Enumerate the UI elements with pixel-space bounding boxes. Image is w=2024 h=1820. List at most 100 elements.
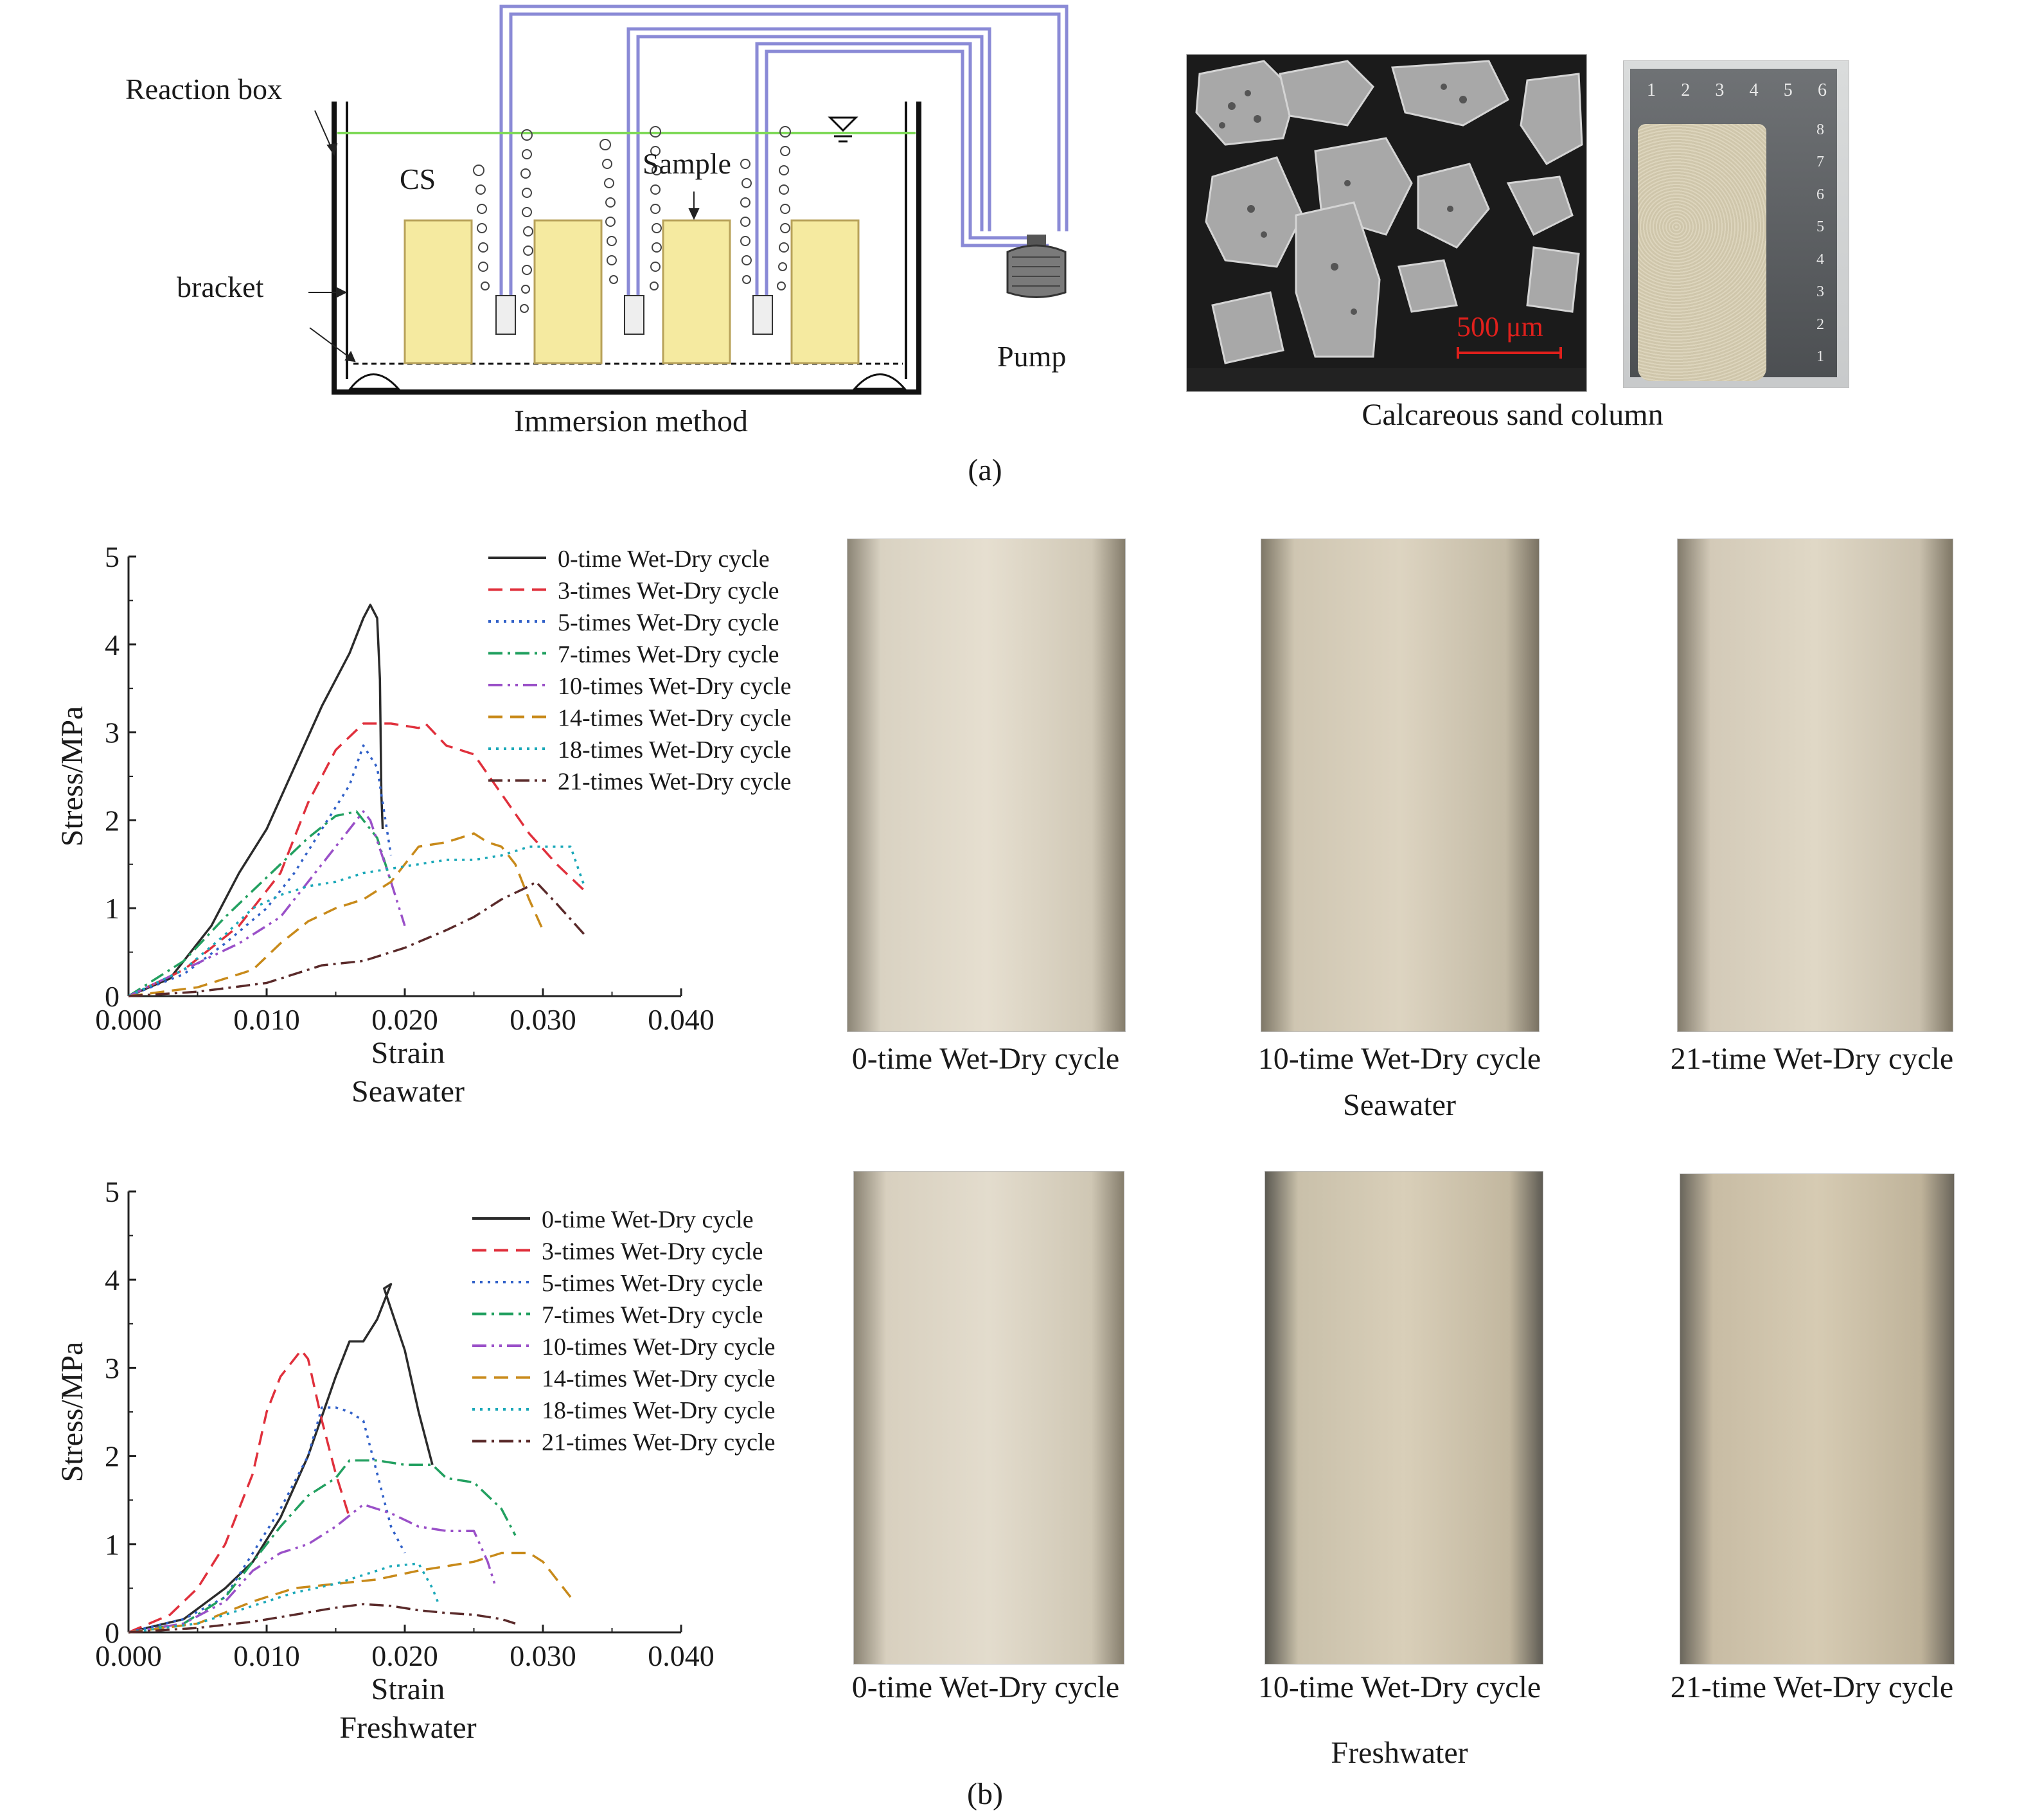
specimen-photo-sea-0 (847, 539, 1126, 1032)
x-tick-label: 0.040 (648, 1639, 715, 1672)
ruler-side-tick: 1 (1816, 348, 1824, 365)
ruler-side-tick: 4 (1816, 251, 1824, 268)
series-line (128, 603, 384, 997)
pump (1006, 235, 1067, 298)
bracket-label: bracket (177, 271, 264, 303)
column-caption: Calcareous sand column (1362, 398, 1664, 432)
series-line (128, 1406, 406, 1634)
x-axis-label: Strain (371, 1672, 445, 1706)
ruler-side-tick: 7 (1816, 154, 1824, 171)
sample-label: Sample (643, 147, 731, 180)
specimen-photo-fresh-0 (853, 1171, 1124, 1664)
air-diffusers (495, 295, 773, 335)
ruler-side-numbers: 8 7 6 5 4 3 2 1 (1816, 121, 1836, 366)
label-arrows (308, 110, 700, 362)
x-tick-label: 0.040 (648, 1003, 715, 1036)
series-line (128, 1349, 351, 1634)
reaction-box (332, 102, 921, 395)
series-line (128, 1459, 517, 1634)
legend-entry: 10-times Wet-Dry cycle (558, 673, 791, 700)
column-ruler-photo: 1 2 3 4 5 6 8 7 6 5 4 3 2 1 (1623, 60, 1849, 388)
sand-columns (404, 219, 860, 364)
panel-b-label: (b) (967, 1777, 1003, 1811)
specimen-photo-fresh-21 (1680, 1173, 1955, 1664)
ruler-side-tick: 6 (1816, 186, 1824, 203)
legend-entry: 0-time Wet-Dry cycle (558, 546, 770, 573)
ruler-side-tick: 3 (1816, 283, 1824, 301)
y-tick-label: 5 (105, 1175, 120, 1208)
legend-entry: 5-times Wet-Dry cycle (542, 1270, 763, 1297)
series-line (128, 845, 586, 997)
legend-entry: 21-times Wet-Dry cycle (558, 769, 791, 796)
air-tubes (499, 4, 1069, 302)
series-line (128, 1283, 434, 1634)
x-tick-label: 0.010 (233, 1639, 300, 1672)
photo-caption-fresh-0: 0-time Wet-Dry cycle (851, 1670, 1120, 1704)
specimen-photo-sea-10 (1261, 539, 1540, 1032)
x-tick-label: 0.030 (510, 1639, 576, 1672)
pump-label: Pump (997, 340, 1067, 373)
y-tick-label: 5 (105, 540, 120, 573)
chart-caption: Freshwater (339, 1711, 476, 1745)
cs-label: CS (400, 163, 436, 195)
y-tick-label: 1 (105, 1528, 120, 1561)
photo-caption-sea-10: 10-time Wet-Dry cycle (1257, 1042, 1541, 1076)
series-line (128, 1603, 516, 1634)
legend-entry: 3-times Wet-Dry cycle (558, 578, 779, 605)
ruler-tick: 5 (1783, 80, 1793, 100)
x-tick-label: 0.000 (95, 1639, 162, 1672)
y-axis-label: Stress/MPa (55, 706, 89, 847)
photo-caption-fresh-21: 21-time Wet-Dry cycle (1670, 1670, 1954, 1704)
ruler-side-tick: 8 (1816, 121, 1824, 138)
series-line (128, 832, 544, 997)
ruler-side-tick: 2 (1816, 316, 1824, 333)
sem-image: 500 μm (1186, 54, 1587, 392)
legend-entry: 18-times Wet-Dry cycle (542, 1397, 775, 1424)
photo-caption-fresh-10: 10-time Wet-Dry cycle (1257, 1670, 1541, 1704)
immersion-schematic (308, 4, 1069, 395)
y-tick-label: 0 (105, 980, 120, 1013)
legend-entry: 21-times Wet-Dry cycle (542, 1429, 775, 1456)
series-line (128, 722, 585, 997)
photo-caption-sea-21: 21-time Wet-Dry cycle (1670, 1042, 1954, 1076)
photo-caption-sea-0: 0-time Wet-Dry cycle (851, 1042, 1120, 1076)
legend-entry: 7-times Wet-Dry cycle (558, 641, 779, 668)
schematic-caption: Immersion method (514, 404, 748, 438)
water-level-symbol (828, 116, 858, 143)
x-tick-label: 0.030 (510, 1003, 576, 1036)
series-line (128, 880, 585, 997)
ruler-tick: 1 (1647, 80, 1656, 100)
legend-entry: 7-times Wet-Dry cycle (542, 1302, 763, 1329)
seawater-photo-caption: Seawater (1343, 1088, 1456, 1122)
y-axis-label: Stress/MPa (55, 1342, 89, 1483)
series-line (128, 744, 393, 997)
legend-entry: 5-times Wet-Dry cycle (558, 609, 779, 636)
ruler-tick: 2 (1681, 80, 1691, 100)
ruler-tick: 3 (1715, 80, 1725, 100)
chart-caption: Seawater (351, 1075, 465, 1109)
x-tick-label: 0.010 (233, 1003, 300, 1036)
bracket-supports (348, 373, 907, 390)
y-tick-label: 3 (105, 717, 120, 749)
sem-scale-bar-label: 500 μm (1457, 311, 1543, 343)
freshwater-photo-caption: Freshwater (1331, 1736, 1468, 1770)
legend-entry: 3-times Wet-Dry cycle (542, 1238, 763, 1265)
specimen-photo-fresh-10 (1265, 1171, 1543, 1664)
y-tick-label: 4 (105, 1263, 120, 1296)
series-line (128, 1551, 572, 1634)
x-tick-label: 0.020 (371, 1639, 438, 1672)
legend-entry: 0-time Wet-Dry cycle (542, 1206, 754, 1233)
sand-column-specimen (1638, 124, 1766, 381)
legend-entry: 14-times Wet-Dry cycle (558, 705, 791, 732)
reaction-box-label: Reaction box (125, 73, 282, 105)
legend-entry: 18-times Wet-Dry cycle (558, 736, 791, 763)
y-tick-label: 2 (105, 1440, 120, 1473)
ruler-tick: 4 (1749, 80, 1759, 100)
series-line (128, 1503, 496, 1634)
specimen-photo-sea-21 (1677, 539, 1953, 1032)
panel-a-label: (a) (968, 453, 1002, 487)
x-axis-label: Strain (371, 1036, 445, 1070)
ruler-side-tick: 5 (1816, 219, 1824, 236)
stress-strain-chart-freshwater: 0.000 0.010 0.020 0.030 0.040 0 1 2 3 4 5 Strain Str… (55, 1175, 775, 1745)
y-tick-label: 0 (105, 1616, 120, 1649)
